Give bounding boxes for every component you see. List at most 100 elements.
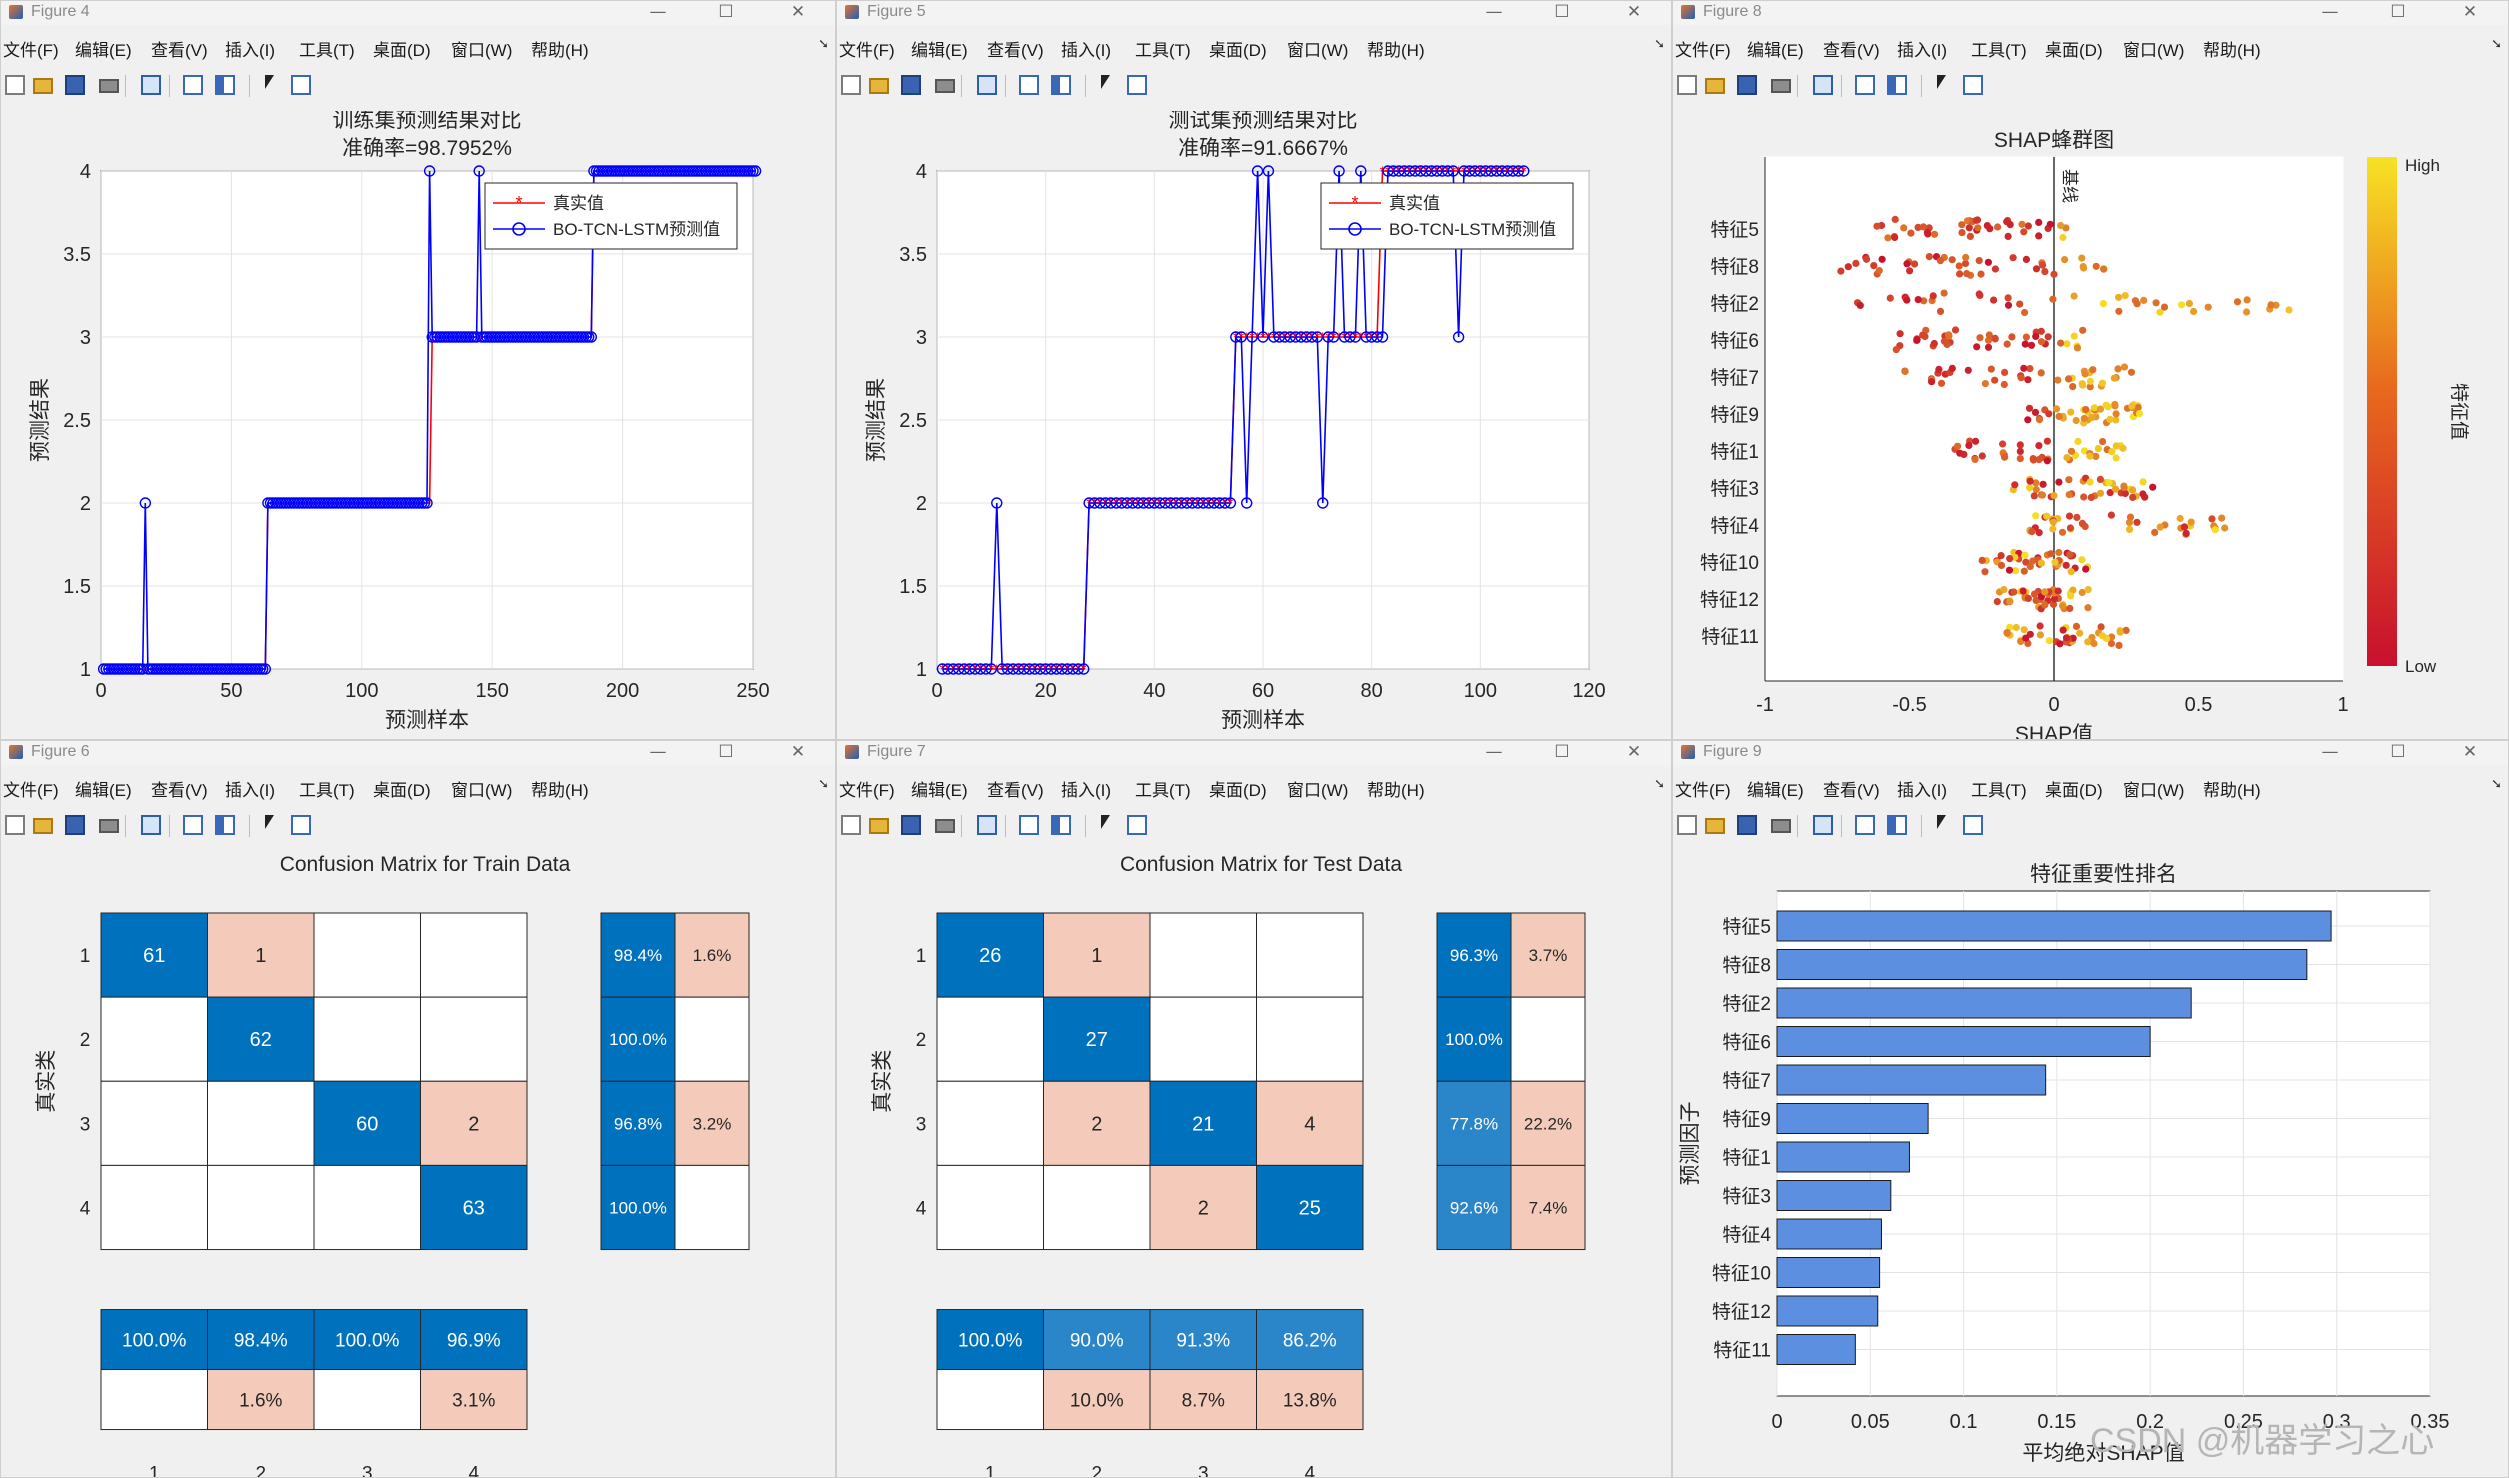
- menu-item-6[interactable]: 窗口(W): [451, 41, 513, 60]
- print-icon[interactable]: [1771, 79, 1791, 93]
- print-icon[interactable]: [935, 79, 955, 93]
- insert-legend-icon[interactable]: [1887, 815, 1907, 835]
- maximize-icon[interactable]: ☐: [718, 2, 734, 22]
- title-bar[interactable]: Figure 5 — ☐ ✕: [837, 1, 1671, 25]
- menu-item-7[interactable]: 帮助(H): [531, 41, 589, 60]
- open-file-icon[interactable]: [869, 78, 889, 94]
- menu-item-5[interactable]: 桌面(D): [373, 781, 431, 800]
- select-cursor-icon[interactable]: [1099, 75, 1113, 95]
- menu-item-4[interactable]: 工具(T): [1135, 781, 1191, 800]
- menu-item-2[interactable]: 查看(V): [1823, 41, 1880, 60]
- menu-item-4[interactable]: 工具(T): [299, 781, 355, 800]
- menu-item-4[interactable]: 工具(T): [1135, 41, 1191, 60]
- insert-legend-icon[interactable]: [215, 75, 235, 95]
- menu-item-0[interactable]: 文件(F): [839, 41, 895, 60]
- menu-item-7[interactable]: 帮助(H): [531, 781, 589, 800]
- open-file-icon[interactable]: [869, 818, 889, 834]
- insert-legend-icon[interactable]: [1051, 75, 1071, 95]
- close-icon[interactable]: ✕: [1626, 742, 1642, 762]
- insert-legend-icon[interactable]: [1887, 75, 1907, 95]
- menu-item-2[interactable]: 查看(V): [151, 781, 208, 800]
- insert-colorbar-icon[interactable]: [1855, 815, 1875, 835]
- link-plot-icon[interactable]: [141, 75, 161, 95]
- menu-item-2[interactable]: 查看(V): [987, 781, 1044, 800]
- menu-item-4[interactable]: 工具(T): [1971, 41, 2027, 60]
- menu-item-3[interactable]: 插入(I): [1061, 781, 1112, 800]
- property-editor-icon[interactable]: [1127, 815, 1147, 835]
- open-file-icon[interactable]: [33, 818, 53, 834]
- menu-item-1[interactable]: 编辑(E): [911, 41, 968, 60]
- menu-item-2[interactable]: 查看(V): [987, 41, 1044, 60]
- menu-item-4[interactable]: 工具(T): [299, 41, 355, 60]
- new-figure-icon[interactable]: [5, 815, 25, 835]
- menu-item-1[interactable]: 编辑(E): [75, 781, 132, 800]
- insert-colorbar-icon[interactable]: [1019, 815, 1039, 835]
- close-icon[interactable]: ✕: [790, 2, 806, 22]
- menu-item-6[interactable]: 窗口(W): [2123, 781, 2185, 800]
- select-cursor-icon[interactable]: [1935, 75, 1949, 95]
- save-icon[interactable]: [901, 815, 921, 835]
- select-cursor-icon[interactable]: [1935, 815, 1949, 835]
- title-bar[interactable]: Figure 7 — ☐ ✕: [837, 741, 1671, 765]
- new-figure-icon[interactable]: [5, 75, 25, 95]
- minimize-icon[interactable]: —: [649, 742, 667, 762]
- menu-overflow-icon[interactable]: ➘: [1654, 37, 1665, 52]
- title-bar[interactable]: Figure 4 — ☐ ✕: [1, 1, 835, 25]
- link-plot-icon[interactable]: [1813, 815, 1833, 835]
- menu-item-0[interactable]: 文件(F): [1675, 781, 1731, 800]
- menu-item-2[interactable]: 查看(V): [151, 41, 208, 60]
- print-icon[interactable]: [1771, 819, 1791, 833]
- close-icon[interactable]: ✕: [2462, 742, 2478, 762]
- save-icon[interactable]: [1737, 75, 1757, 95]
- save-icon[interactable]: [65, 815, 85, 835]
- select-cursor-icon[interactable]: [263, 815, 277, 835]
- menu-overflow-icon[interactable]: ➘: [818, 37, 829, 52]
- new-figure-icon[interactable]: [841, 815, 861, 835]
- menu-item-5[interactable]: 桌面(D): [1209, 41, 1267, 60]
- property-editor-icon[interactable]: [291, 75, 311, 95]
- menu-item-0[interactable]: 文件(F): [3, 781, 59, 800]
- print-icon[interactable]: [935, 819, 955, 833]
- insert-legend-icon[interactable]: [215, 815, 235, 835]
- save-icon[interactable]: [901, 75, 921, 95]
- menu-item-3[interactable]: 插入(I): [225, 41, 276, 60]
- menu-item-0[interactable]: 文件(F): [839, 781, 895, 800]
- save-icon[interactable]: [1737, 815, 1757, 835]
- close-icon[interactable]: ✕: [2462, 2, 2478, 22]
- minimize-icon[interactable]: —: [2321, 2, 2339, 22]
- menu-overflow-icon[interactable]: ➘: [818, 777, 829, 792]
- new-figure-icon[interactable]: [1677, 815, 1697, 835]
- open-file-icon[interactable]: [1705, 78, 1725, 94]
- print-icon[interactable]: [99, 819, 119, 833]
- select-cursor-icon[interactable]: [263, 75, 277, 95]
- link-plot-icon[interactable]: [977, 75, 997, 95]
- maximize-icon[interactable]: ☐: [718, 742, 734, 762]
- menu-item-1[interactable]: 编辑(E): [1747, 781, 1804, 800]
- save-icon[interactable]: [65, 75, 85, 95]
- open-file-icon[interactable]: [1705, 818, 1725, 834]
- menu-item-0[interactable]: 文件(F): [1675, 41, 1731, 60]
- insert-colorbar-icon[interactable]: [1019, 75, 1039, 95]
- menu-item-1[interactable]: 编辑(E): [75, 41, 132, 60]
- menu-item-1[interactable]: 编辑(E): [1747, 41, 1804, 60]
- menu-item-2[interactable]: 查看(V): [1823, 781, 1880, 800]
- menu-item-3[interactable]: 插入(I): [1897, 41, 1948, 60]
- print-icon[interactable]: [99, 79, 119, 93]
- menu-item-6[interactable]: 窗口(W): [2123, 41, 2185, 60]
- menu-item-5[interactable]: 桌面(D): [2045, 41, 2103, 60]
- menu-item-5[interactable]: 桌面(D): [1209, 781, 1267, 800]
- minimize-icon[interactable]: —: [649, 2, 667, 22]
- menu-overflow-icon[interactable]: ➘: [2491, 777, 2502, 792]
- maximize-icon[interactable]: ☐: [1554, 742, 1570, 762]
- menu-item-7[interactable]: 帮助(H): [1367, 41, 1425, 60]
- open-file-icon[interactable]: [33, 78, 53, 94]
- new-figure-icon[interactable]: [1677, 75, 1697, 95]
- minimize-icon[interactable]: —: [1485, 2, 1503, 22]
- menu-item-6[interactable]: 窗口(W): [451, 781, 513, 800]
- new-figure-icon[interactable]: [841, 75, 861, 95]
- insert-colorbar-icon[interactable]: [183, 815, 203, 835]
- title-bar[interactable]: Figure 8 — ☐ ✕: [1673, 1, 2508, 25]
- close-icon[interactable]: ✕: [790, 742, 806, 762]
- minimize-icon[interactable]: —: [2321, 742, 2339, 762]
- title-bar[interactable]: Figure 9 — ☐ ✕: [1673, 741, 2508, 765]
